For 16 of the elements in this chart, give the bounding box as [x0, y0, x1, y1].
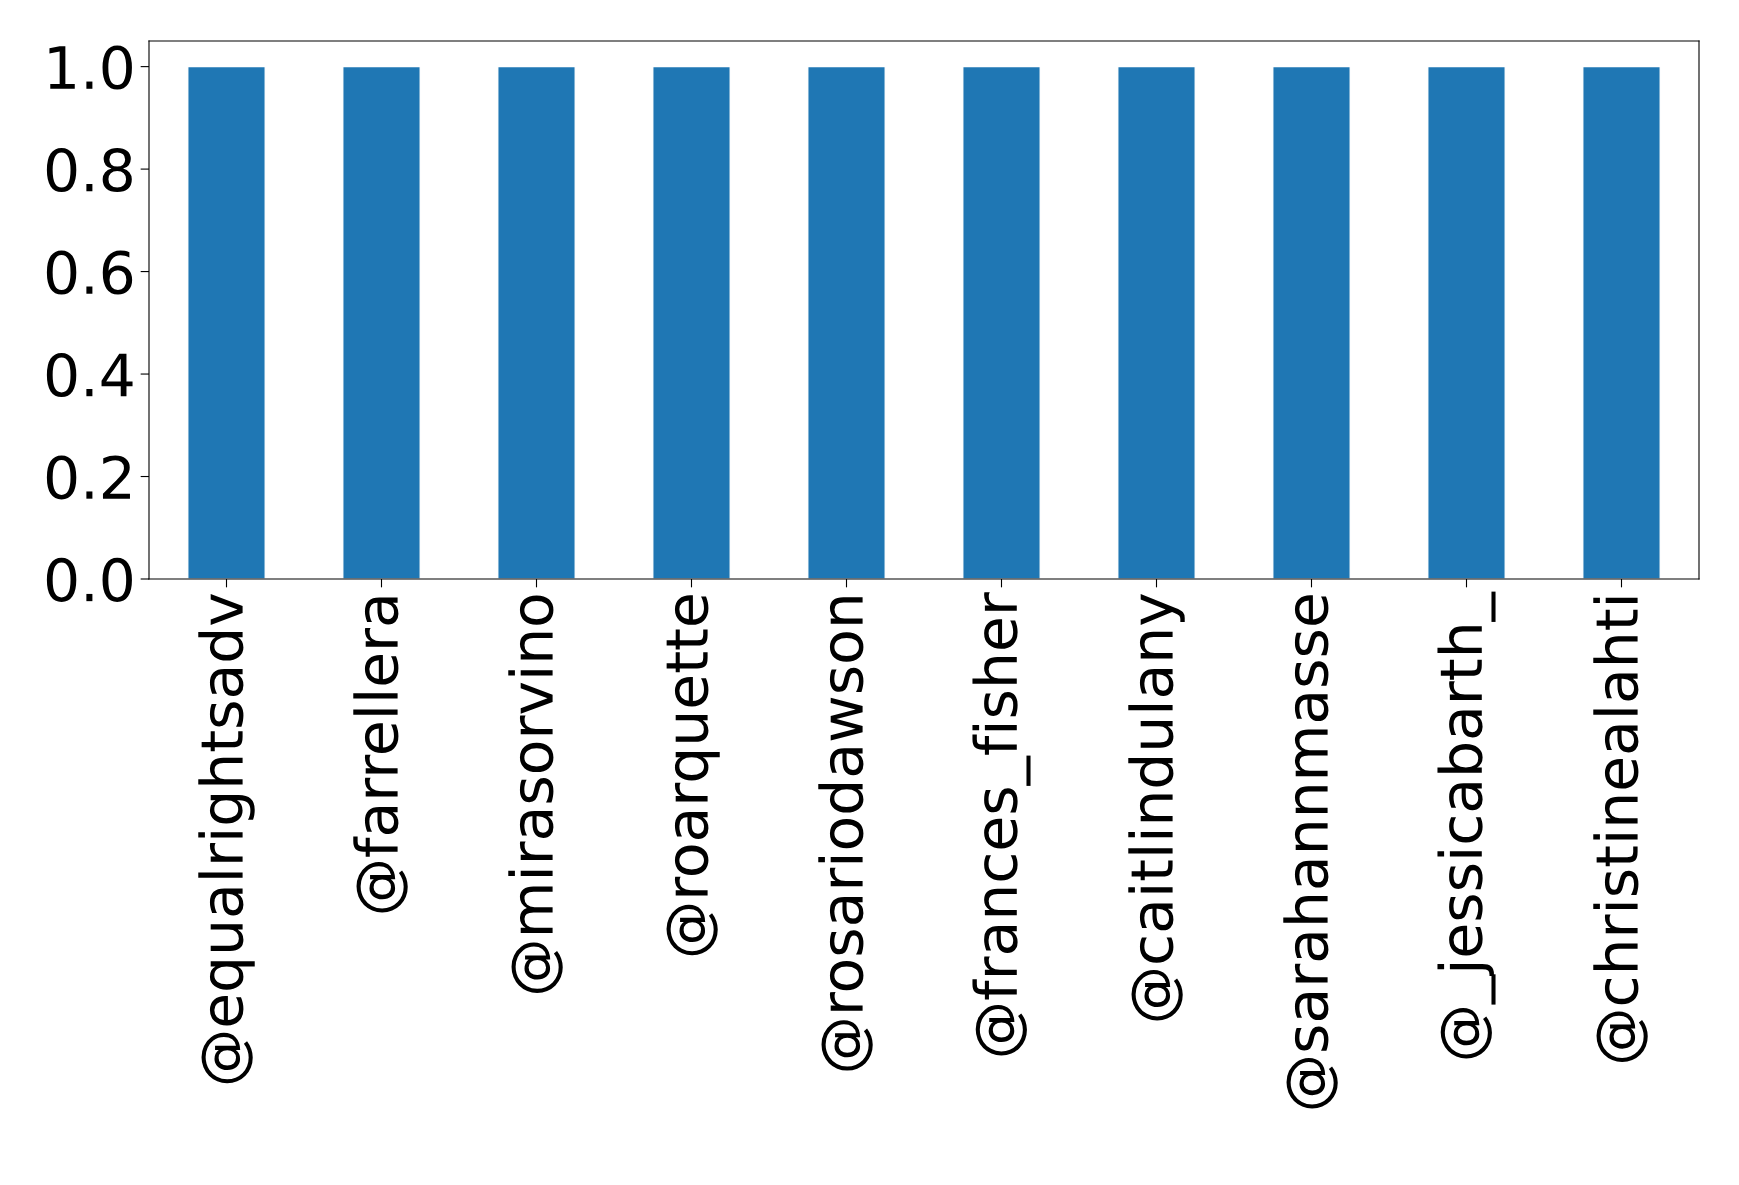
y-tick-label: 0.6 [46, 250, 133, 295]
y-tick-label: 1.0 [49, 45, 132, 90]
x-tick-label: @roarquette [666, 595, 720, 956]
x-tick-label: @christinealahti [1593, 597, 1648, 1062]
x-tick-label: @mirasorvino [508, 595, 563, 993]
y-tick-label: 0.0 [46, 557, 132, 602]
x-tick-label: @rosariodawson [818, 597, 873, 1071]
x-tick-label: @sarahannmasse [1283, 595, 1338, 1109]
y-tick-label: 0.8 [46, 147, 132, 193]
x-tick-label: @equalrightsadv [198, 593, 255, 1084]
x-tick-label: @frances_fisher [972, 592, 1031, 1056]
y-tick-label: 0.4 [46, 352, 133, 398]
y-tick-label: 0.2 [46, 455, 130, 500]
x-tick-label: @_jessicabarth_ [1437, 591, 1496, 1059]
x-tick-label: @caitlindulany [1128, 593, 1185, 1021]
x-tick-label: @farrellera [353, 597, 408, 913]
